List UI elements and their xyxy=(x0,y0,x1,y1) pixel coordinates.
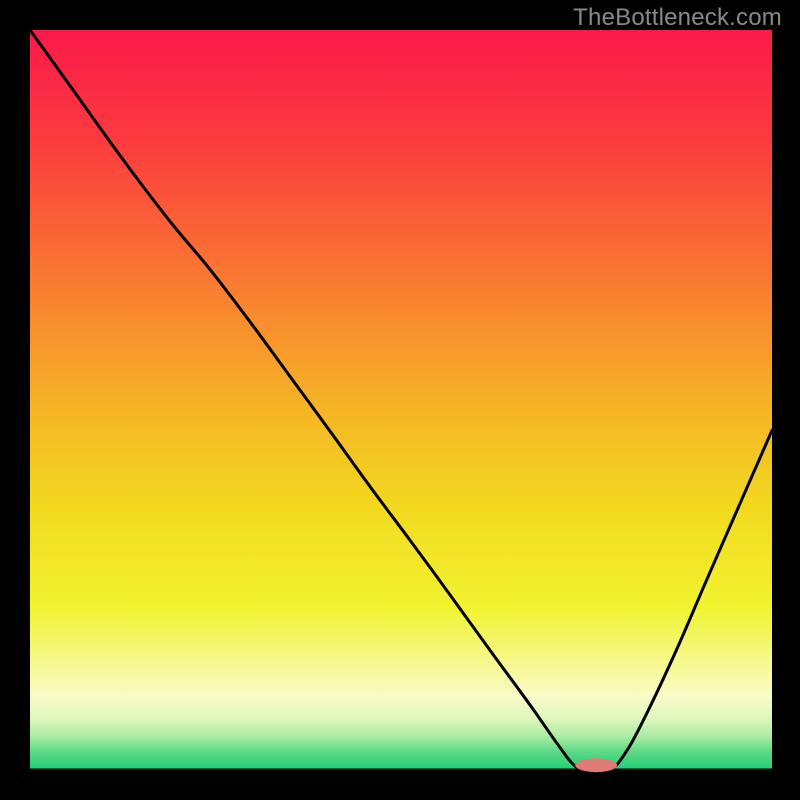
chart-container: TheBottleneck.com xyxy=(0,0,800,800)
bottleneck-chart xyxy=(0,0,800,800)
optimal-marker xyxy=(575,758,617,772)
plot-background xyxy=(30,30,772,770)
